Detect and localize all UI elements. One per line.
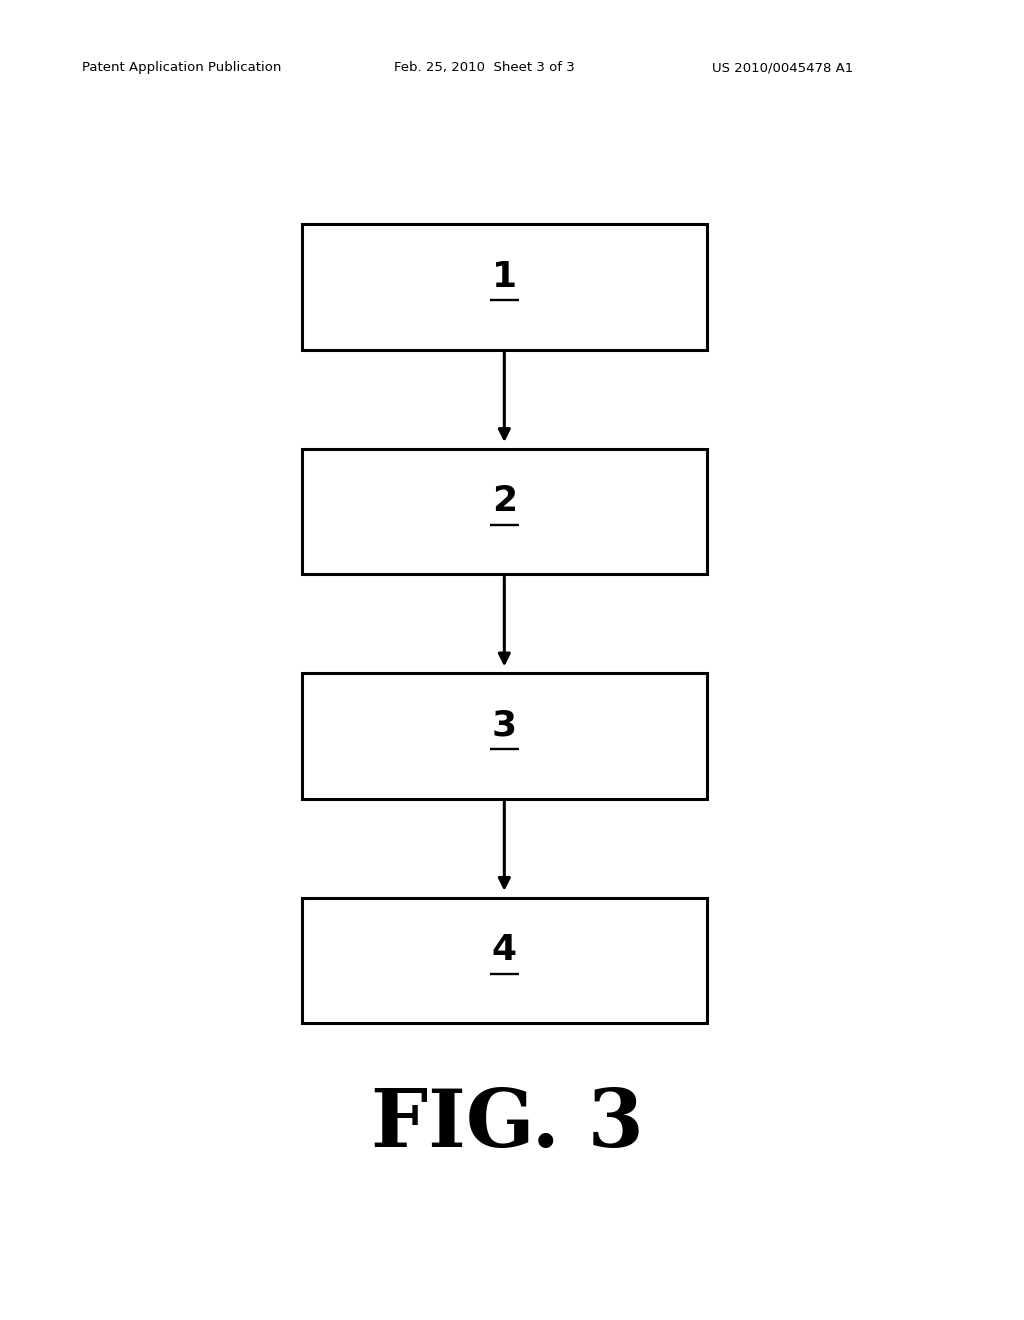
Text: US 2010/0045478 A1: US 2010/0045478 A1 bbox=[712, 62, 853, 74]
Bar bbox=[302, 449, 707, 574]
Text: 1: 1 bbox=[492, 260, 517, 293]
Bar bbox=[302, 898, 707, 1023]
Text: FIG. 3: FIG. 3 bbox=[371, 1085, 643, 1164]
Bar bbox=[302, 673, 707, 799]
Text: Feb. 25, 2010  Sheet 3 of 3: Feb. 25, 2010 Sheet 3 of 3 bbox=[394, 62, 575, 74]
Text: 2: 2 bbox=[492, 484, 517, 517]
Bar bbox=[302, 224, 707, 350]
Text: Patent Application Publication: Patent Application Publication bbox=[82, 62, 282, 74]
Text: 3: 3 bbox=[492, 709, 517, 742]
Text: 4: 4 bbox=[492, 933, 517, 966]
